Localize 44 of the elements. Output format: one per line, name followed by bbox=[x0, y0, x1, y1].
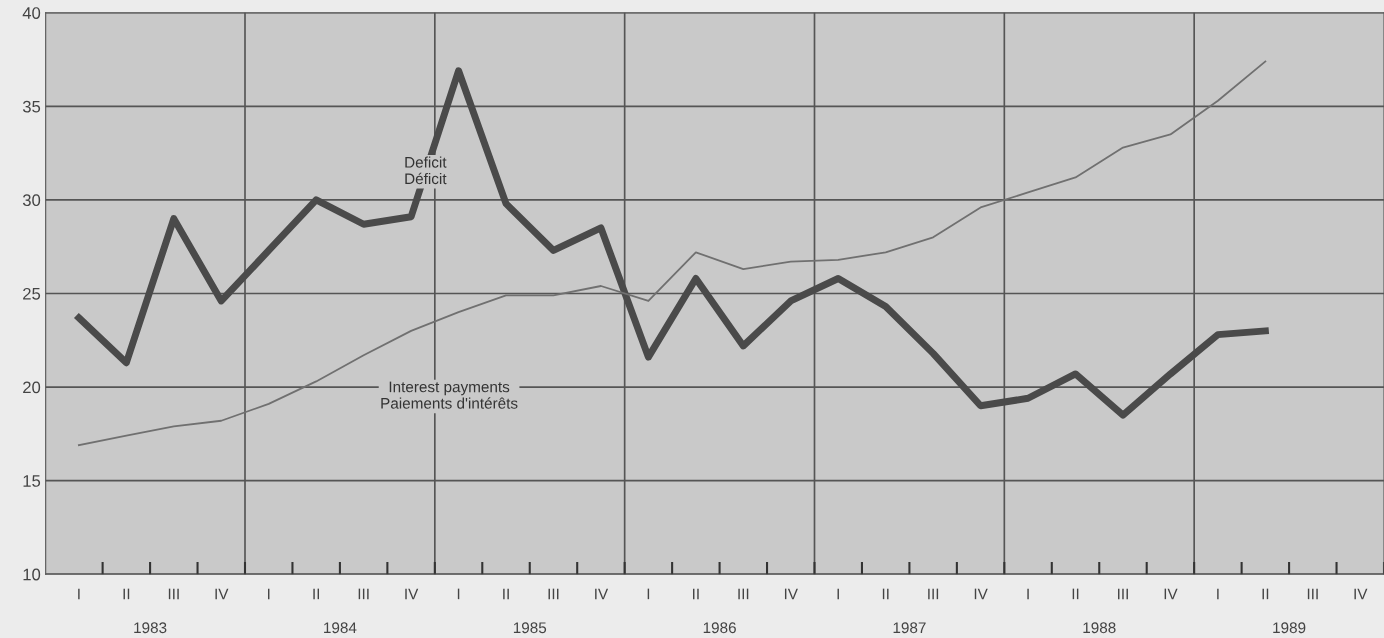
text: 1985 bbox=[513, 622, 547, 634]
text: 1989 bbox=[1273, 622, 1306, 634]
y-tick-label: 35 bbox=[22, 100, 41, 113]
text: 1987 bbox=[893, 622, 926, 634]
x-tick-label: III bbox=[738, 588, 749, 600]
x-tick-label: IV bbox=[215, 588, 229, 600]
x-tick-label: I bbox=[647, 588, 650, 600]
x-tick-label: II bbox=[503, 588, 509, 600]
x-tick-label: III bbox=[1118, 588, 1128, 600]
x-tick-label: I bbox=[1027, 588, 1029, 600]
text: 1988 bbox=[1083, 622, 1116, 634]
x-tick-label: I bbox=[837, 588, 839, 600]
x-tick-label: II bbox=[1072, 588, 1079, 600]
x-tick-label: II bbox=[123, 588, 130, 600]
x-tick-label: IV bbox=[595, 588, 609, 600]
x-tick-label: I bbox=[1217, 588, 1219, 600]
y-tick-label: 40 bbox=[22, 7, 41, 19]
x-tick-label: I bbox=[457, 588, 460, 600]
x-tick-label: IV bbox=[974, 588, 988, 600]
x-tick-label: III bbox=[1307, 588, 1318, 600]
x-tick-label: II bbox=[693, 588, 699, 600]
text: 1986 bbox=[703, 622, 736, 634]
x-tick-label: I bbox=[268, 588, 270, 600]
series-label: Deficit Déficit bbox=[405, 156, 447, 185]
x-tick-label: II bbox=[313, 588, 320, 600]
x-tick-label: IV bbox=[1164, 588, 1178, 600]
x-tick-label: II bbox=[882, 588, 889, 600]
x-tick-label: I bbox=[78, 588, 80, 600]
x-tick-label: III bbox=[548, 588, 559, 600]
y-tick-label: 30 bbox=[22, 194, 41, 207]
y-tick-label: 25 bbox=[23, 287, 41, 300]
y-tick-label: 10 bbox=[23, 568, 41, 581]
text: Interest payments Paiements d'intérêts bbox=[381, 381, 518, 409]
y-tick-label: 15 bbox=[23, 475, 41, 487]
x-tick-label: IV bbox=[1354, 588, 1368, 600]
x-tick-label: IV bbox=[784, 588, 798, 600]
text: 1983 bbox=[134, 622, 167, 634]
x-tick-label: IV bbox=[405, 588, 419, 600]
x-tick-label: III bbox=[358, 588, 369, 600]
y-tick-label: 20 bbox=[23, 381, 41, 394]
text: 1984 bbox=[324, 622, 357, 634]
x-tick-label: II bbox=[1262, 588, 1269, 600]
x-tick-label: III bbox=[168, 588, 179, 600]
x-tick-label: III bbox=[928, 588, 939, 600]
